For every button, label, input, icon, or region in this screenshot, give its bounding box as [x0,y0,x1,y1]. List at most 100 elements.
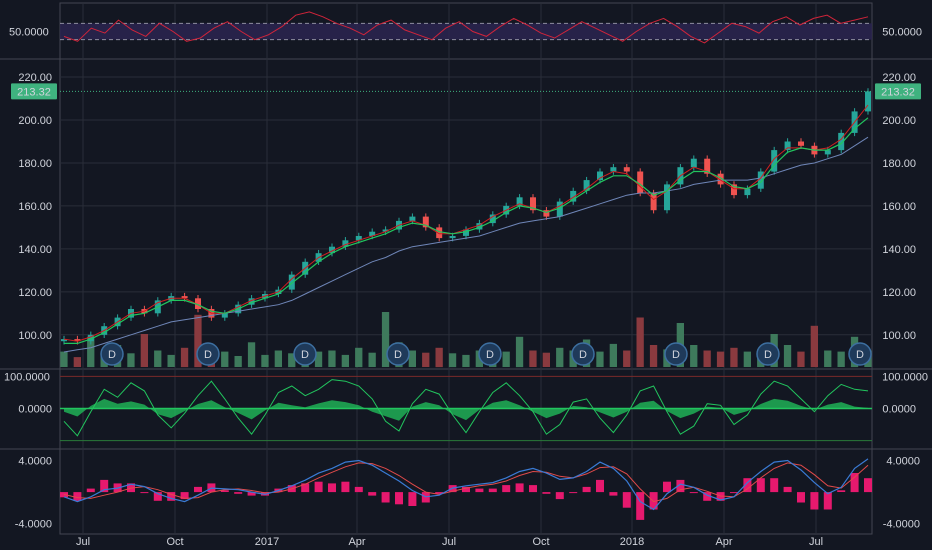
candle-body [543,210,550,217]
volume-bar [341,354,349,367]
event-marker-icon [100,342,124,366]
last-price-badge-right [875,83,921,100]
candle-body [784,141,791,151]
macd-histogram-bar [408,492,417,506]
volume-bar [381,312,390,367]
macd-histogram-bar [381,492,390,503]
price-tick-left: 100.00 [18,330,52,342]
macd-histogram-bar [649,492,658,510]
volume-bar [636,317,644,367]
candle-body [248,298,255,305]
macd-histogram-bar [864,478,872,493]
candle-body [744,188,751,196]
volume-bar [797,351,805,367]
macd-histogram-bar [86,488,95,493]
event-marker-label: D [394,349,402,361]
osc-tick-left: 0.0000 [18,404,52,416]
candle-body [757,171,764,189]
volume-bar [73,357,81,367]
macd-histogram-bar [636,492,645,520]
price-tick-right: 180.00 [882,158,916,170]
candle-body [530,197,536,211]
macd-histogram-bar [100,479,109,493]
event-marker-icon [571,342,595,366]
volume-bar [730,347,738,368]
volume-bar [167,354,175,367]
event-marker-label: D [486,349,494,361]
last-price-badge-left [11,83,57,100]
volume-bar [810,325,818,368]
volume-bar [502,351,510,367]
macd-histogram-bar [663,481,671,493]
volume-bar [127,353,135,368]
volume-bar [355,347,363,368]
price-tick-right: 160.00 [882,201,916,213]
candle-body [865,91,871,112]
macd-histogram-bar [73,492,82,501]
volume-bar [837,351,845,367]
candle-body [570,190,577,202]
macd-histogram-bar [247,492,256,496]
volume-bar [274,350,282,367]
last-price-label-left: 213.32 [17,86,51,98]
macd-tick-left: -4.0000 [15,519,52,531]
ma-mid-line [63,104,869,342]
candle-body [382,229,389,232]
volume-bar [261,354,269,367]
macd-histogram-bar [609,492,618,496]
oscillator-line [63,379,869,437]
macd-histogram-bar [488,488,497,493]
rsi-tick-left: 50.0000 [9,27,49,39]
macd-histogram-bar [850,473,859,493]
candle-body [610,167,617,172]
volume-bar [783,345,792,367]
volume-bar [328,350,336,367]
macd-histogram-bar [569,492,578,494]
event-marker-icon [756,342,780,366]
x-tick-label: 2017 [255,536,279,548]
macd-histogram-bar [743,478,752,493]
candle-body [74,339,81,342]
candle-body [824,150,831,155]
macd-histogram-bar [502,485,511,493]
volume-bar [154,350,162,367]
candle-body [355,236,362,241]
rsi-band [60,23,872,40]
candle-body [798,141,804,146]
plot-frame [59,2,873,535]
candle-body [637,171,644,193]
volume-bar [247,342,256,368]
candle-body [583,180,590,191]
macd-histogram-bar [153,492,162,501]
event-marker-label: D [301,349,309,361]
volume-bar [234,356,242,367]
x-tick-label: 2018 [620,536,644,548]
macd-histogram-bar [462,486,470,493]
volume-bar [596,351,604,367]
volume-bar [743,351,751,367]
candle-body [771,150,778,172]
candle-body [556,201,563,217]
macd-histogram-bar [314,481,323,493]
event-marker-icon [293,342,317,366]
candle-body [650,193,657,211]
macd-histogram-bar [676,479,685,493]
macd-histogram-bar [341,481,350,493]
macd-histogram-bar [328,483,336,493]
macd-histogram-bar [167,492,176,501]
macd-tick-right: -4.0000 [883,519,920,531]
macd-histogram-bar [220,490,229,492]
candle-body [838,132,845,151]
candle-body [731,184,737,196]
x-tick-label: Apr [715,536,732,548]
volume-bar [60,351,68,367]
volume-bar [448,353,457,368]
osc-tick-left: 100.0000 [4,371,50,383]
candle-body [476,223,483,230]
macd-histogram-bar [234,492,243,494]
candle-body [664,184,670,211]
volume-bar [462,354,470,367]
macd-histogram-bar [475,488,484,493]
oscillator-area [64,398,868,421]
